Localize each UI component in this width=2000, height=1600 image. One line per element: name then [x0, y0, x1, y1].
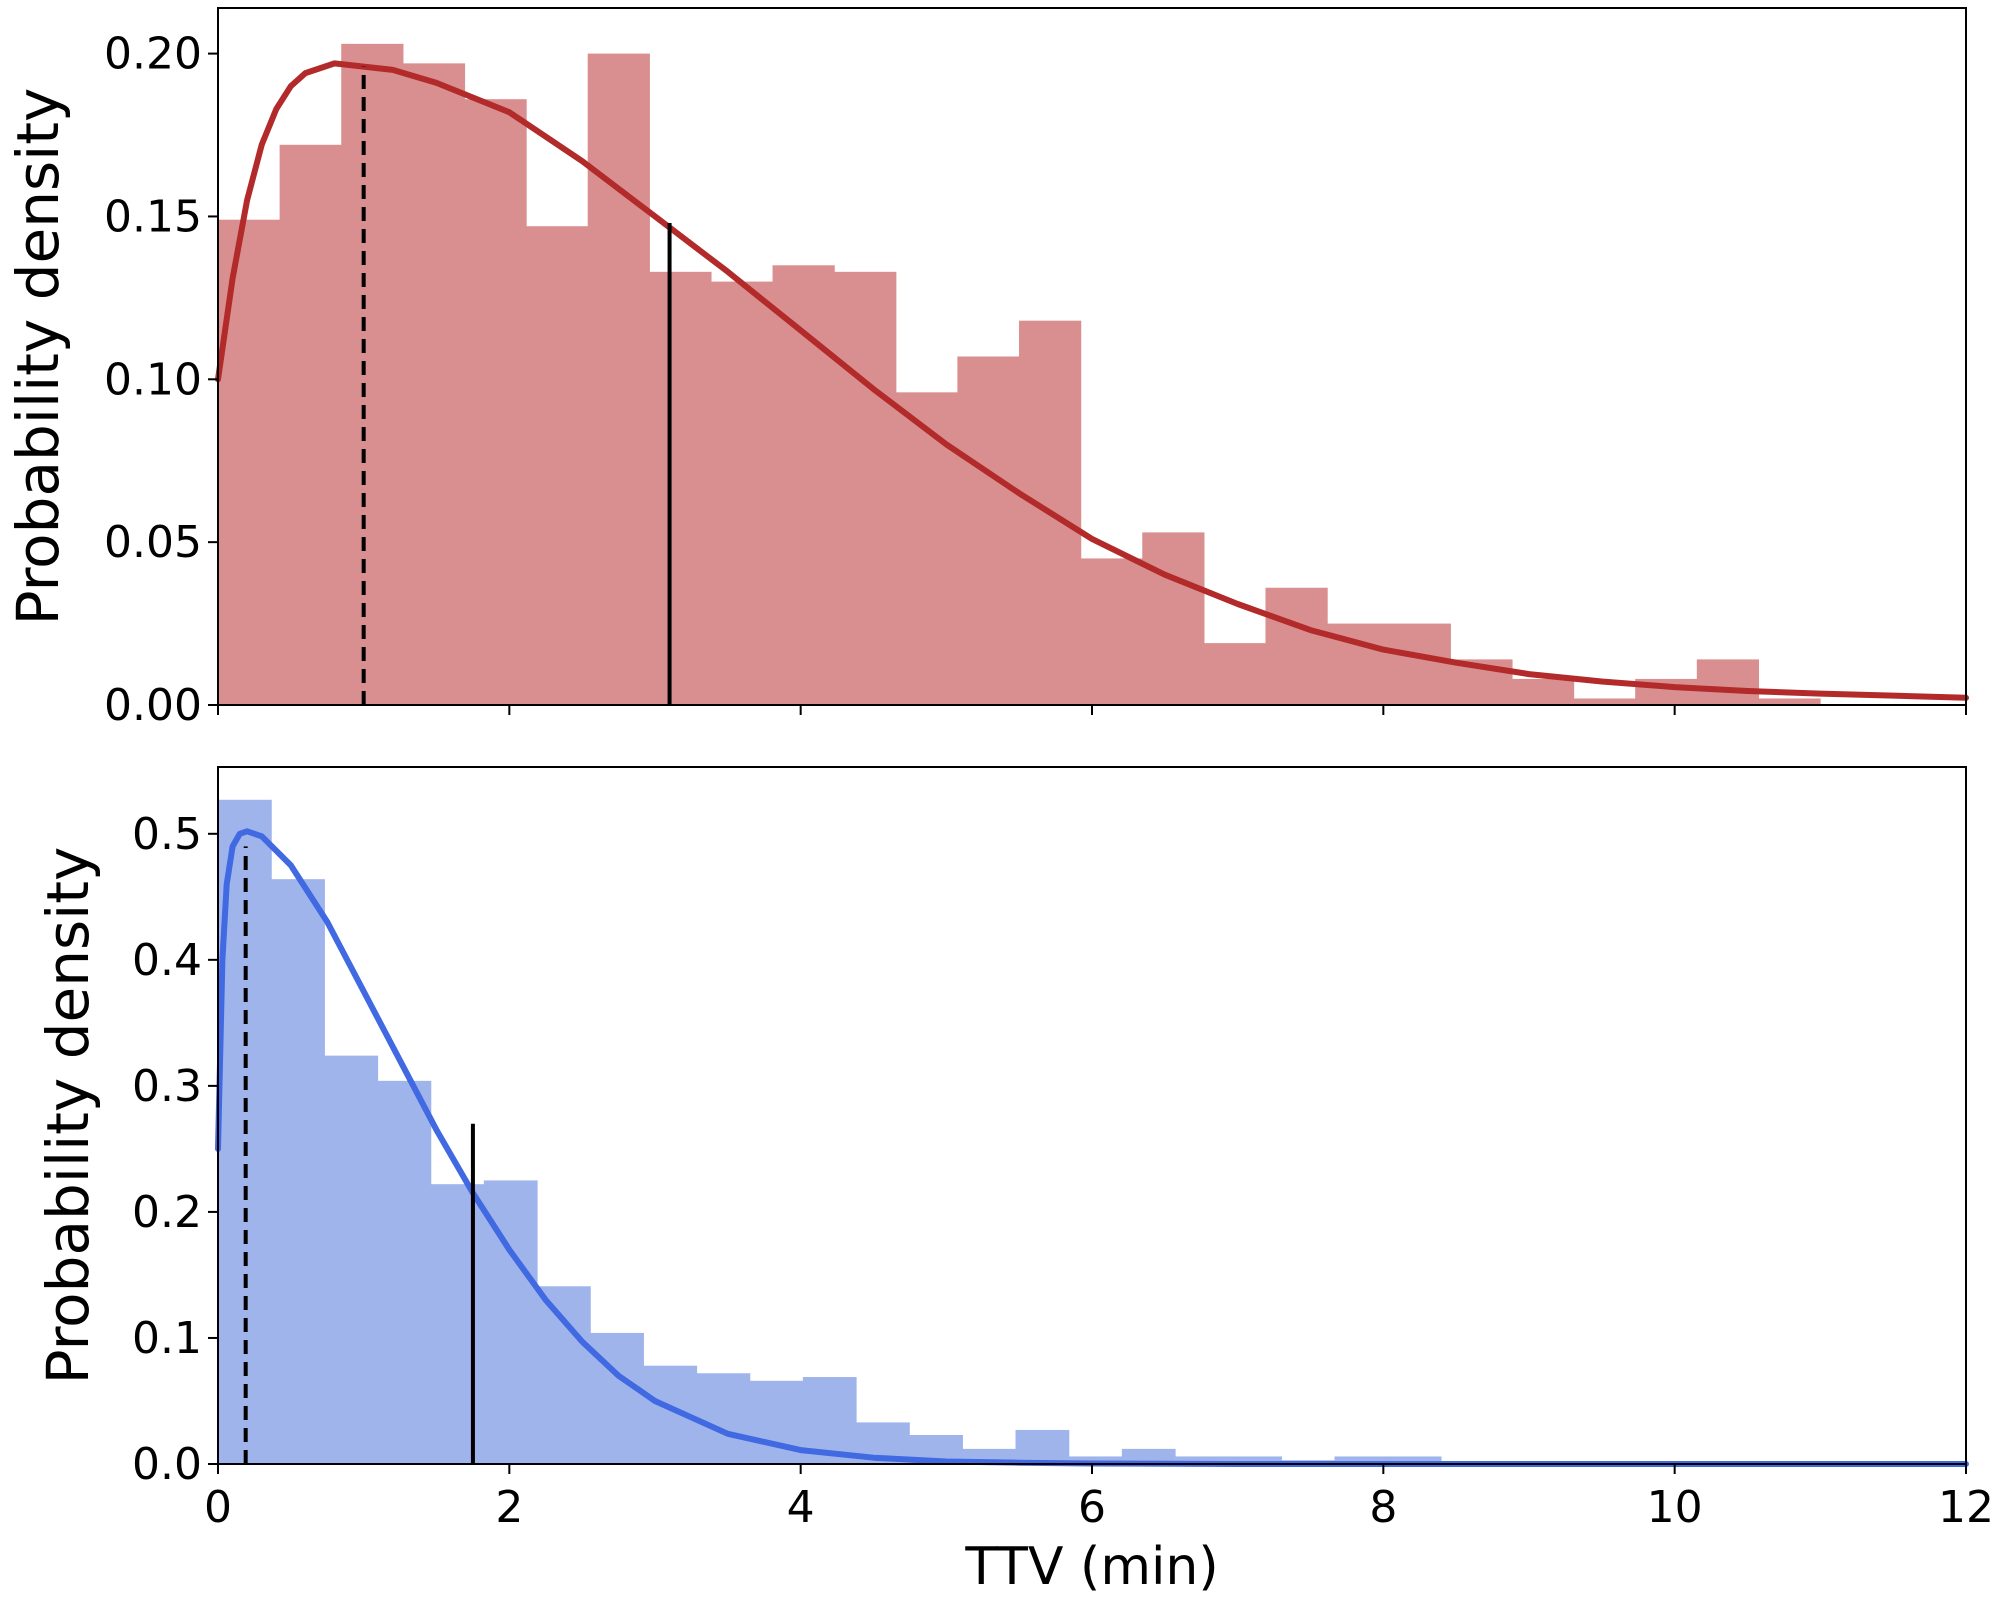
top-histogram-bar [710, 281, 774, 705]
top-histogram-bar [649, 271, 712, 705]
bottom-histogram-bar [1175, 1456, 1229, 1464]
bottom-y-tick-label: 0.1 [132, 1313, 202, 1364]
top-y-axis-label: Probability density [4, 88, 72, 626]
top-panel: 0.00 0.05 0.10 0.15 0.20 Probability density [4, 7, 1969, 731]
top-histogram-bar [218, 219, 281, 705]
bottom-histogram-bar [590, 1332, 644, 1464]
top-histogram-bar [1142, 532, 1205, 705]
bottom-histogram-bar [430, 1184, 485, 1464]
top-y-tick-label: 0.15 [104, 191, 202, 242]
top-y-tick-label: 0.00 [104, 680, 202, 731]
top-histogram-bar [895, 392, 959, 705]
bottom-histogram [218, 799, 1442, 1464]
top-histogram-bar [1573, 698, 1636, 705]
bottom-y-tick-label: 0.0 [132, 1439, 202, 1490]
bottom-x-tick-label: 0 [204, 1482, 232, 1533]
bottom-panel: 0.0 0.1 0.2 0.3 0.4 0.5 0 2 4 6 8 10 12 Probability… [34, 766, 1994, 1597]
bottom-x-tick-label: 12 [1938, 1482, 1994, 1533]
top-histogram-bar [279, 144, 342, 706]
bottom-histogram-bar [1387, 1456, 1442, 1464]
top-x-ticks [217, 705, 1967, 715]
top-histogram-bar [1511, 678, 1575, 705]
top-y-tick-label: 0.05 [104, 517, 202, 568]
top-histogram-bar [1203, 643, 1267, 705]
bottom-histogram-bar [696, 1373, 751, 1464]
top-y-tick-label: 0.20 [104, 29, 202, 80]
bottom-x-tick-label: 10 [1647, 1482, 1703, 1533]
top-y-ticks: 0.00 0.05 0.10 0.15 0.20 [104, 29, 218, 731]
bottom-histogram-bar [1334, 1456, 1389, 1464]
bottom-x-tick-label: 8 [1369, 1482, 1397, 1533]
top-histogram-bar [1388, 623, 1451, 705]
bottom-y-axis-label: Probability density [34, 847, 102, 1385]
top-histogram-bar [526, 226, 589, 706]
bottom-x-tick-label: 6 [1078, 1482, 1106, 1533]
top-histogram-bar [587, 53, 650, 705]
bottom-y-ticks: 0.0 0.1 0.2 0.3 0.4 0.5 [132, 809, 218, 1490]
top-histogram-bar [1265, 587, 1328, 705]
bottom-x-tick-label: 2 [495, 1482, 523, 1533]
top-histogram-bar [464, 99, 527, 705]
bottom-histogram-bar [1068, 1456, 1123, 1464]
top-histogram-bar [341, 43, 404, 706]
bottom-histogram-bar [537, 1286, 591, 1464]
bottom-x-tick-label: 4 [787, 1482, 815, 1533]
bottom-histogram-bar [377, 1080, 432, 1464]
top-marker-lines [361, 66, 672, 705]
top-histogram-bar [1696, 659, 1760, 705]
bottom-histogram-bar [271, 879, 325, 1464]
bottom-histogram-bar [1228, 1456, 1282, 1464]
top-histogram-bar [1080, 558, 1143, 705]
top-histogram-bar [1758, 698, 1821, 705]
bottom-y-tick-label: 0.5 [132, 809, 202, 860]
bottom-marker-lines [243, 846, 475, 1464]
top-y-tick-label: 0.10 [104, 354, 202, 405]
top-histogram [218, 43, 1821, 706]
top-fit-curve [215, 60, 1969, 701]
bottom-histogram-bar [1015, 1429, 1070, 1464]
top-histogram-bar [402, 63, 466, 706]
x-axis-label: TTV (min) [964, 1537, 1218, 1597]
top-histogram-bar [772, 265, 835, 705]
bottom-y-tick-label: 0.3 [132, 1061, 202, 1112]
bottom-y-tick-label: 0.4 [132, 935, 202, 986]
bottom-y-tick-label: 0.2 [132, 1187, 202, 1238]
bottom-x-ticks: 0 2 4 6 8 10 12 [204, 1464, 1994, 1533]
top-histogram-bar [834, 271, 897, 705]
top-fit-curve-group [215, 60, 1969, 701]
top-histogram-bar [957, 356, 1020, 705]
bottom-histogram-bar [324, 1055, 379, 1464]
bottom-histogram-bar [1121, 1448, 1176, 1464]
